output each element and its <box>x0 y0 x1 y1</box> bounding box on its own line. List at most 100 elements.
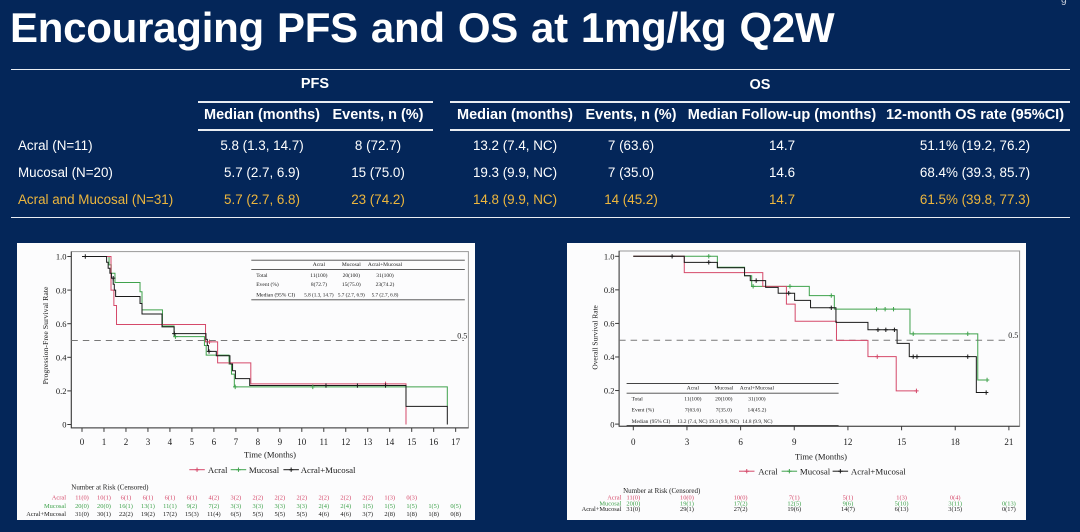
svg-text:31(0): 31(0) <box>626 506 640 513</box>
svg-text:Acral+Mucosal: Acral+Mucosal <box>26 511 66 518</box>
svg-text:Median (95% CI): Median (95% CI) <box>256 291 295 298</box>
svg-text:2(2): 2(2) <box>296 494 307 501</box>
svg-text:30(1): 30(1) <box>97 511 111 518</box>
svg-text:6(13): 6(13) <box>895 506 909 513</box>
svg-text:19(6): 19(6) <box>787 506 801 513</box>
svg-text:14: 14 <box>385 437 395 447</box>
svg-text:15: 15 <box>897 437 907 447</box>
svg-text:0.8: 0.8 <box>604 285 615 295</box>
svg-text:3(3): 3(3) <box>296 503 307 510</box>
svg-text:1.0: 1.0 <box>56 252 67 262</box>
svg-text:Mucosal: Mucosal <box>249 465 280 475</box>
svg-text:3(2): 3(2) <box>231 494 242 501</box>
svg-text:4(6): 4(6) <box>340 511 351 518</box>
svg-text:1: 1 <box>102 437 107 447</box>
svg-text:6(1): 6(1) <box>121 494 132 501</box>
svg-text:0(5): 0(5) <box>450 503 461 510</box>
svg-text:19(2): 19(2) <box>141 511 155 518</box>
svg-text:7: 7 <box>234 437 239 447</box>
svg-text:5(5): 5(5) <box>296 511 307 518</box>
svg-text:17(2): 17(2) <box>163 511 177 518</box>
svg-text:9: 9 <box>792 437 797 447</box>
svg-text:31(100): 31(100) <box>748 395 766 402</box>
svg-text:Acral: Acral <box>607 494 621 501</box>
svg-text:7(1): 7(1) <box>789 494 800 501</box>
svg-text:13(1): 13(1) <box>141 503 155 510</box>
svg-text:7(2): 7(2) <box>209 503 220 510</box>
svg-text:3: 3 <box>685 437 690 447</box>
svg-text:Acral: Acral <box>758 466 778 476</box>
svg-text:4: 4 <box>168 437 173 447</box>
svg-text:Mucosal: Mucosal <box>800 466 831 476</box>
svg-text:19(1): 19(1) <box>680 500 694 507</box>
svg-text:Progression-Free Survival Rate: Progression-Free Survival Rate <box>41 286 50 384</box>
svg-text:1.0: 1.0 <box>604 252 615 262</box>
svg-text:10: 10 <box>297 437 307 447</box>
svg-text:22(2): 22(2) <box>119 511 133 518</box>
svg-text:Acral+Mucosal: Acral+Mucosal <box>851 466 906 476</box>
svg-text:14.8 (9.9, NC): 14.8 (9.9, NC) <box>742 418 772 425</box>
svg-text:3(3): 3(3) <box>231 503 242 510</box>
svg-text:3(15): 3(15) <box>948 506 962 513</box>
svg-text:19.3 (9.9, NC): 19.3 (9.9, NC) <box>709 418 739 425</box>
svg-text:2(2): 2(2) <box>362 494 373 501</box>
svg-text:20(0): 20(0) <box>75 503 89 510</box>
svg-text:Acral: Acral <box>208 465 228 475</box>
svg-text:11: 11 <box>319 437 328 447</box>
svg-text:Total: Total <box>632 396 644 402</box>
svg-text:15(75.0): 15(75.0) <box>342 281 361 288</box>
svg-text:5.7 (2.7, 6.8): 5.7 (2.7, 6.8) <box>372 291 399 298</box>
svg-text:7(63.6): 7(63.6) <box>685 406 701 413</box>
svg-text:Time (Months): Time (Months) <box>244 450 296 460</box>
svg-text:14(45.2): 14(45.2) <box>748 406 767 413</box>
svg-text:27(2): 27(2) <box>734 506 748 513</box>
svg-text:8(72.7): 8(72.7) <box>311 281 327 288</box>
svg-text:13.2 (7.4, NC): 13.2 (7.4, NC) <box>677 418 707 425</box>
svg-text:2(4): 2(4) <box>318 503 329 510</box>
svg-text:5: 5 <box>190 437 195 447</box>
svg-text:Mucosal: Mucosal <box>714 385 733 391</box>
svg-text:0: 0 <box>80 437 85 447</box>
svg-text:0(3): 0(3) <box>406 494 417 501</box>
svg-text:10(1): 10(1) <box>97 494 111 501</box>
svg-text:Acral: Acral <box>687 385 700 391</box>
svg-text:20(100): 20(100) <box>343 272 361 279</box>
svg-text:7(35.0): 7(35.0) <box>716 406 732 413</box>
svg-text:Mucosal: Mucosal <box>599 500 621 507</box>
svg-text:3: 3 <box>146 437 151 447</box>
svg-text:4(2): 4(2) <box>209 494 220 501</box>
svg-text:15: 15 <box>407 437 417 447</box>
svg-text:11(100): 11(100) <box>310 272 327 279</box>
svg-text:1(5): 1(5) <box>406 503 417 510</box>
svg-text:3(7): 3(7) <box>362 511 373 518</box>
svg-text:1(8): 1(8) <box>406 511 417 518</box>
svg-text:0.5: 0.5 <box>1008 331 1018 340</box>
svg-text:Acral: Acral <box>313 262 326 268</box>
svg-text:9: 9 <box>278 437 283 447</box>
svg-text:2(2): 2(2) <box>274 494 285 501</box>
svg-text:9(2): 9(2) <box>187 503 198 510</box>
svg-text:17(2): 17(2) <box>734 500 748 507</box>
svg-text:Event (%): Event (%) <box>256 281 279 288</box>
svg-text:18: 18 <box>951 437 961 447</box>
svg-text:1(5): 1(5) <box>362 503 373 510</box>
svg-text:1(3): 1(3) <box>896 494 907 501</box>
svg-text:Median (95% CI): Median (95% CI) <box>632 418 671 425</box>
svg-text:0.2: 0.2 <box>56 386 67 396</box>
svg-text:0(4): 0(4) <box>950 494 961 501</box>
svg-text:Number at Risk (Censored): Number at Risk (Censored) <box>71 484 149 492</box>
svg-text:6(1): 6(1) <box>165 494 176 501</box>
svg-text:0.8: 0.8 <box>56 285 67 295</box>
svg-text:0.6: 0.6 <box>604 319 615 329</box>
svg-text:21: 21 <box>1004 437 1013 447</box>
svg-text:2(2): 2(2) <box>318 494 329 501</box>
svg-text:Acral: Acral <box>52 494 66 501</box>
svg-text:15(3): 15(3) <box>185 511 199 518</box>
svg-text:0(17): 0(17) <box>1002 506 1016 513</box>
svg-text:0.4: 0.4 <box>604 352 615 362</box>
svg-text:2: 2 <box>124 437 128 447</box>
svg-text:6: 6 <box>738 437 743 447</box>
svg-text:20(100): 20(100) <box>715 395 733 402</box>
svg-text:16: 16 <box>429 437 439 447</box>
svg-text:13: 13 <box>363 437 373 447</box>
